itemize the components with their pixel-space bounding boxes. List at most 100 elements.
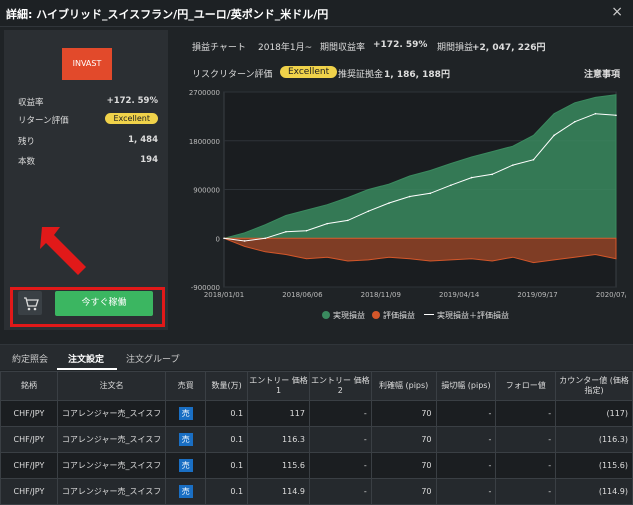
- tab-execution[interactable]: 約定照会: [12, 355, 49, 365]
- cart-icon: [24, 297, 39, 311]
- y-tick-label: 1800000: [189, 138, 220, 146]
- table-cell: 70: [370, 400, 437, 427]
- legend-realized: 実現損益: [322, 310, 365, 321]
- margin-label: 推奨証拠金: [338, 70, 384, 80]
- stat-count: 本数 194: [18, 155, 158, 167]
- stat-remaining: 残り 1, 484: [18, 135, 158, 147]
- table-cell: -: [308, 478, 372, 505]
- total-point: [367, 210, 370, 212]
- notes-link[interactable]: 注意事項: [584, 70, 621, 80]
- table-cell: -: [435, 426, 497, 453]
- total-point: [346, 219, 349, 222]
- stat-return: 収益率 +172. 59%: [18, 96, 158, 108]
- x-tick-label: 2018/01/01: [204, 291, 244, 299]
- table-cell: CHF/JPY: [0, 478, 58, 505]
- table-cell: (114.9): [555, 478, 633, 505]
- unrealized-area: [223, 237, 617, 264]
- table-cell: -: [308, 452, 372, 479]
- start-now-button[interactable]: 今すぐ稼働: [55, 291, 153, 316]
- total-point: [223, 237, 225, 240]
- table-row[interactable]: CHF/JPY コアレンジャー売_スイスフ売 0.1 114.9-70- - (114.9…: [0, 478, 633, 505]
- period-return-label: 期間収益率: [320, 43, 366, 53]
- table-cell: 売: [165, 400, 207, 427]
- col-header: 売買: [165, 371, 207, 401]
- close-icon[interactable]: ×: [611, 4, 623, 20]
- period-pl-value: +2, 047, 226円: [472, 43, 546, 53]
- table-row[interactable]: CHF/JPY コアレンジャー売_スイスフ売 0.1 115.6-70- - (115.6…: [0, 452, 633, 479]
- col-header: 損切幅 (pips): [435, 371, 497, 401]
- table-cell: コアレンジャー売_スイスフ: [56, 400, 167, 427]
- table-cell: (117): [555, 400, 633, 427]
- table-cell: -: [435, 452, 497, 479]
- legend-unrealized: 評価損益: [372, 310, 415, 321]
- x-tick-label: 2018/06/06: [282, 291, 323, 299]
- chart-title: 損益チャート: [192, 43, 246, 53]
- table-cell: CHF/JPY: [0, 452, 58, 479]
- total-point: [408, 195, 411, 198]
- total-line: [223, 113, 617, 242]
- table-cell: 売: [165, 478, 207, 505]
- table-cell: 0.1: [205, 400, 249, 427]
- total-point: [388, 202, 390, 204]
- total-point: [305, 229, 308, 232]
- period-pl-label: 期間損益: [437, 43, 474, 53]
- total-point: [512, 164, 514, 166]
- table-row[interactable]: CHF/JPY コアレンジャー売_スイスフ売 0.1 116.3-70- - (116.3…: [0, 426, 633, 453]
- sell-badge: 売: [178, 485, 193, 498]
- total-point: [429, 192, 432, 195]
- cart-button[interactable]: [18, 291, 42, 315]
- table-cell: CHF/JPY: [0, 426, 58, 453]
- table-cell: 売: [165, 426, 207, 453]
- table-cell: コアレンジャー売_スイスフ: [56, 452, 167, 479]
- table-cell: 114.9: [247, 478, 310, 505]
- table-cell: 70: [370, 452, 437, 479]
- total-point: [573, 120, 576, 123]
- realized-area: [223, 94, 617, 239]
- table-cell: -: [495, 400, 557, 427]
- table-cell: -: [308, 426, 372, 453]
- total-point: [285, 230, 287, 233]
- col-header: 注文名: [56, 371, 167, 401]
- col-header: エントリー 価格2: [308, 371, 372, 401]
- x-tick-label: 2018/11/09: [361, 291, 401, 299]
- total-point: [264, 237, 267, 240]
- y-tick-label: 900000: [193, 187, 220, 195]
- col-header: エントリー 価格1: [247, 371, 310, 401]
- tab-bar: 約定照会 注文設定 注文グループ: [0, 344, 633, 370]
- table-cell: -: [495, 478, 557, 505]
- highlight-box: [10, 287, 165, 327]
- x-tick-label: 2019/04/14: [439, 291, 480, 299]
- y-tick-label: 2700000: [189, 89, 220, 97]
- table-cell: 0.1: [205, 426, 249, 453]
- strategy-summary-panel: INVAST 収益率 +172. 59% リターン評価 Excellent 残り…: [4, 30, 168, 330]
- x-tick-label: 2019/09/17: [517, 291, 557, 299]
- table-cell: コアレンジャー売_スイスフ: [56, 426, 167, 453]
- window-title: 詳細: ハイブリッド_スイスフラン/円_ユーロ/英ポンド_米ドル/円: [6, 8, 329, 21]
- table-row[interactable]: CHF/JPY コアレンジャー売_スイスフ売 0.1 117-70- - (117): [0, 400, 633, 427]
- table-cell: 115.6: [247, 452, 310, 479]
- table-cell: -: [308, 400, 372, 427]
- tab-order-settings[interactable]: 注文設定: [68, 355, 105, 365]
- legend-dot-icon: [372, 311, 380, 319]
- risk-badge: Excellent: [280, 66, 338, 78]
- total-point: [470, 176, 473, 179]
- table-cell: CHF/JPY: [0, 400, 58, 427]
- table-cell: 116.3: [247, 426, 310, 453]
- legend-dot-icon: [322, 311, 330, 319]
- period-return-value: +172. 59%: [373, 40, 428, 50]
- col-header: 数量(万): [205, 371, 249, 401]
- total-point: [326, 222, 328, 225]
- table-cell: 117: [247, 400, 310, 427]
- table-cell: 0.1: [205, 478, 249, 505]
- col-header: 銘柄: [0, 371, 58, 401]
- red-arrow-icon: [40, 227, 86, 275]
- total-point: [594, 112, 597, 115]
- stat-rating: リターン評価 Excellent: [18, 113, 158, 126]
- total-point: [243, 240, 246, 242]
- tab-order-group[interactable]: 注文グループ: [126, 355, 180, 365]
- table-cell: -: [435, 478, 497, 505]
- sell-badge: 売: [178, 407, 193, 420]
- col-header: 利確幅 (pips): [370, 371, 437, 401]
- risk-label: リスクリターン評価: [192, 70, 273, 80]
- total-point: [491, 173, 494, 176]
